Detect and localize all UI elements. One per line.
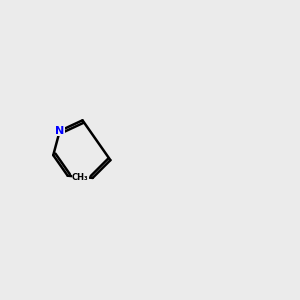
Text: CH₃: CH₃ bbox=[72, 173, 88, 182]
Text: N: N bbox=[55, 126, 64, 136]
